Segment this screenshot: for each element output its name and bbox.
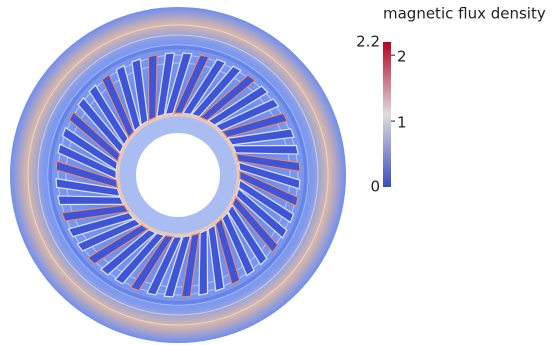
slot — [233, 145, 299, 154]
field-plot — [10, 7, 346, 343]
slot — [148, 55, 157, 121]
colorbar-tick-label: 1 — [397, 114, 407, 132]
slot — [58, 196, 124, 205]
slot — [199, 230, 208, 296]
colorbar-title: magnetic flux density — [383, 5, 546, 23]
colorbar-tick-label: 2 — [397, 48, 407, 66]
shaft-hole — [136, 133, 220, 217]
chart: magnetic flux density 2.2 0 1 2 — [0, 0, 555, 345]
colorbar-max-label: 2.2 — [356, 33, 380, 51]
colorbar — [383, 42, 391, 187]
page: {"chart_data": {"type": "field", "title"… — [0, 0, 555, 345]
colorbar-min-label: 0 — [370, 178, 380, 196]
